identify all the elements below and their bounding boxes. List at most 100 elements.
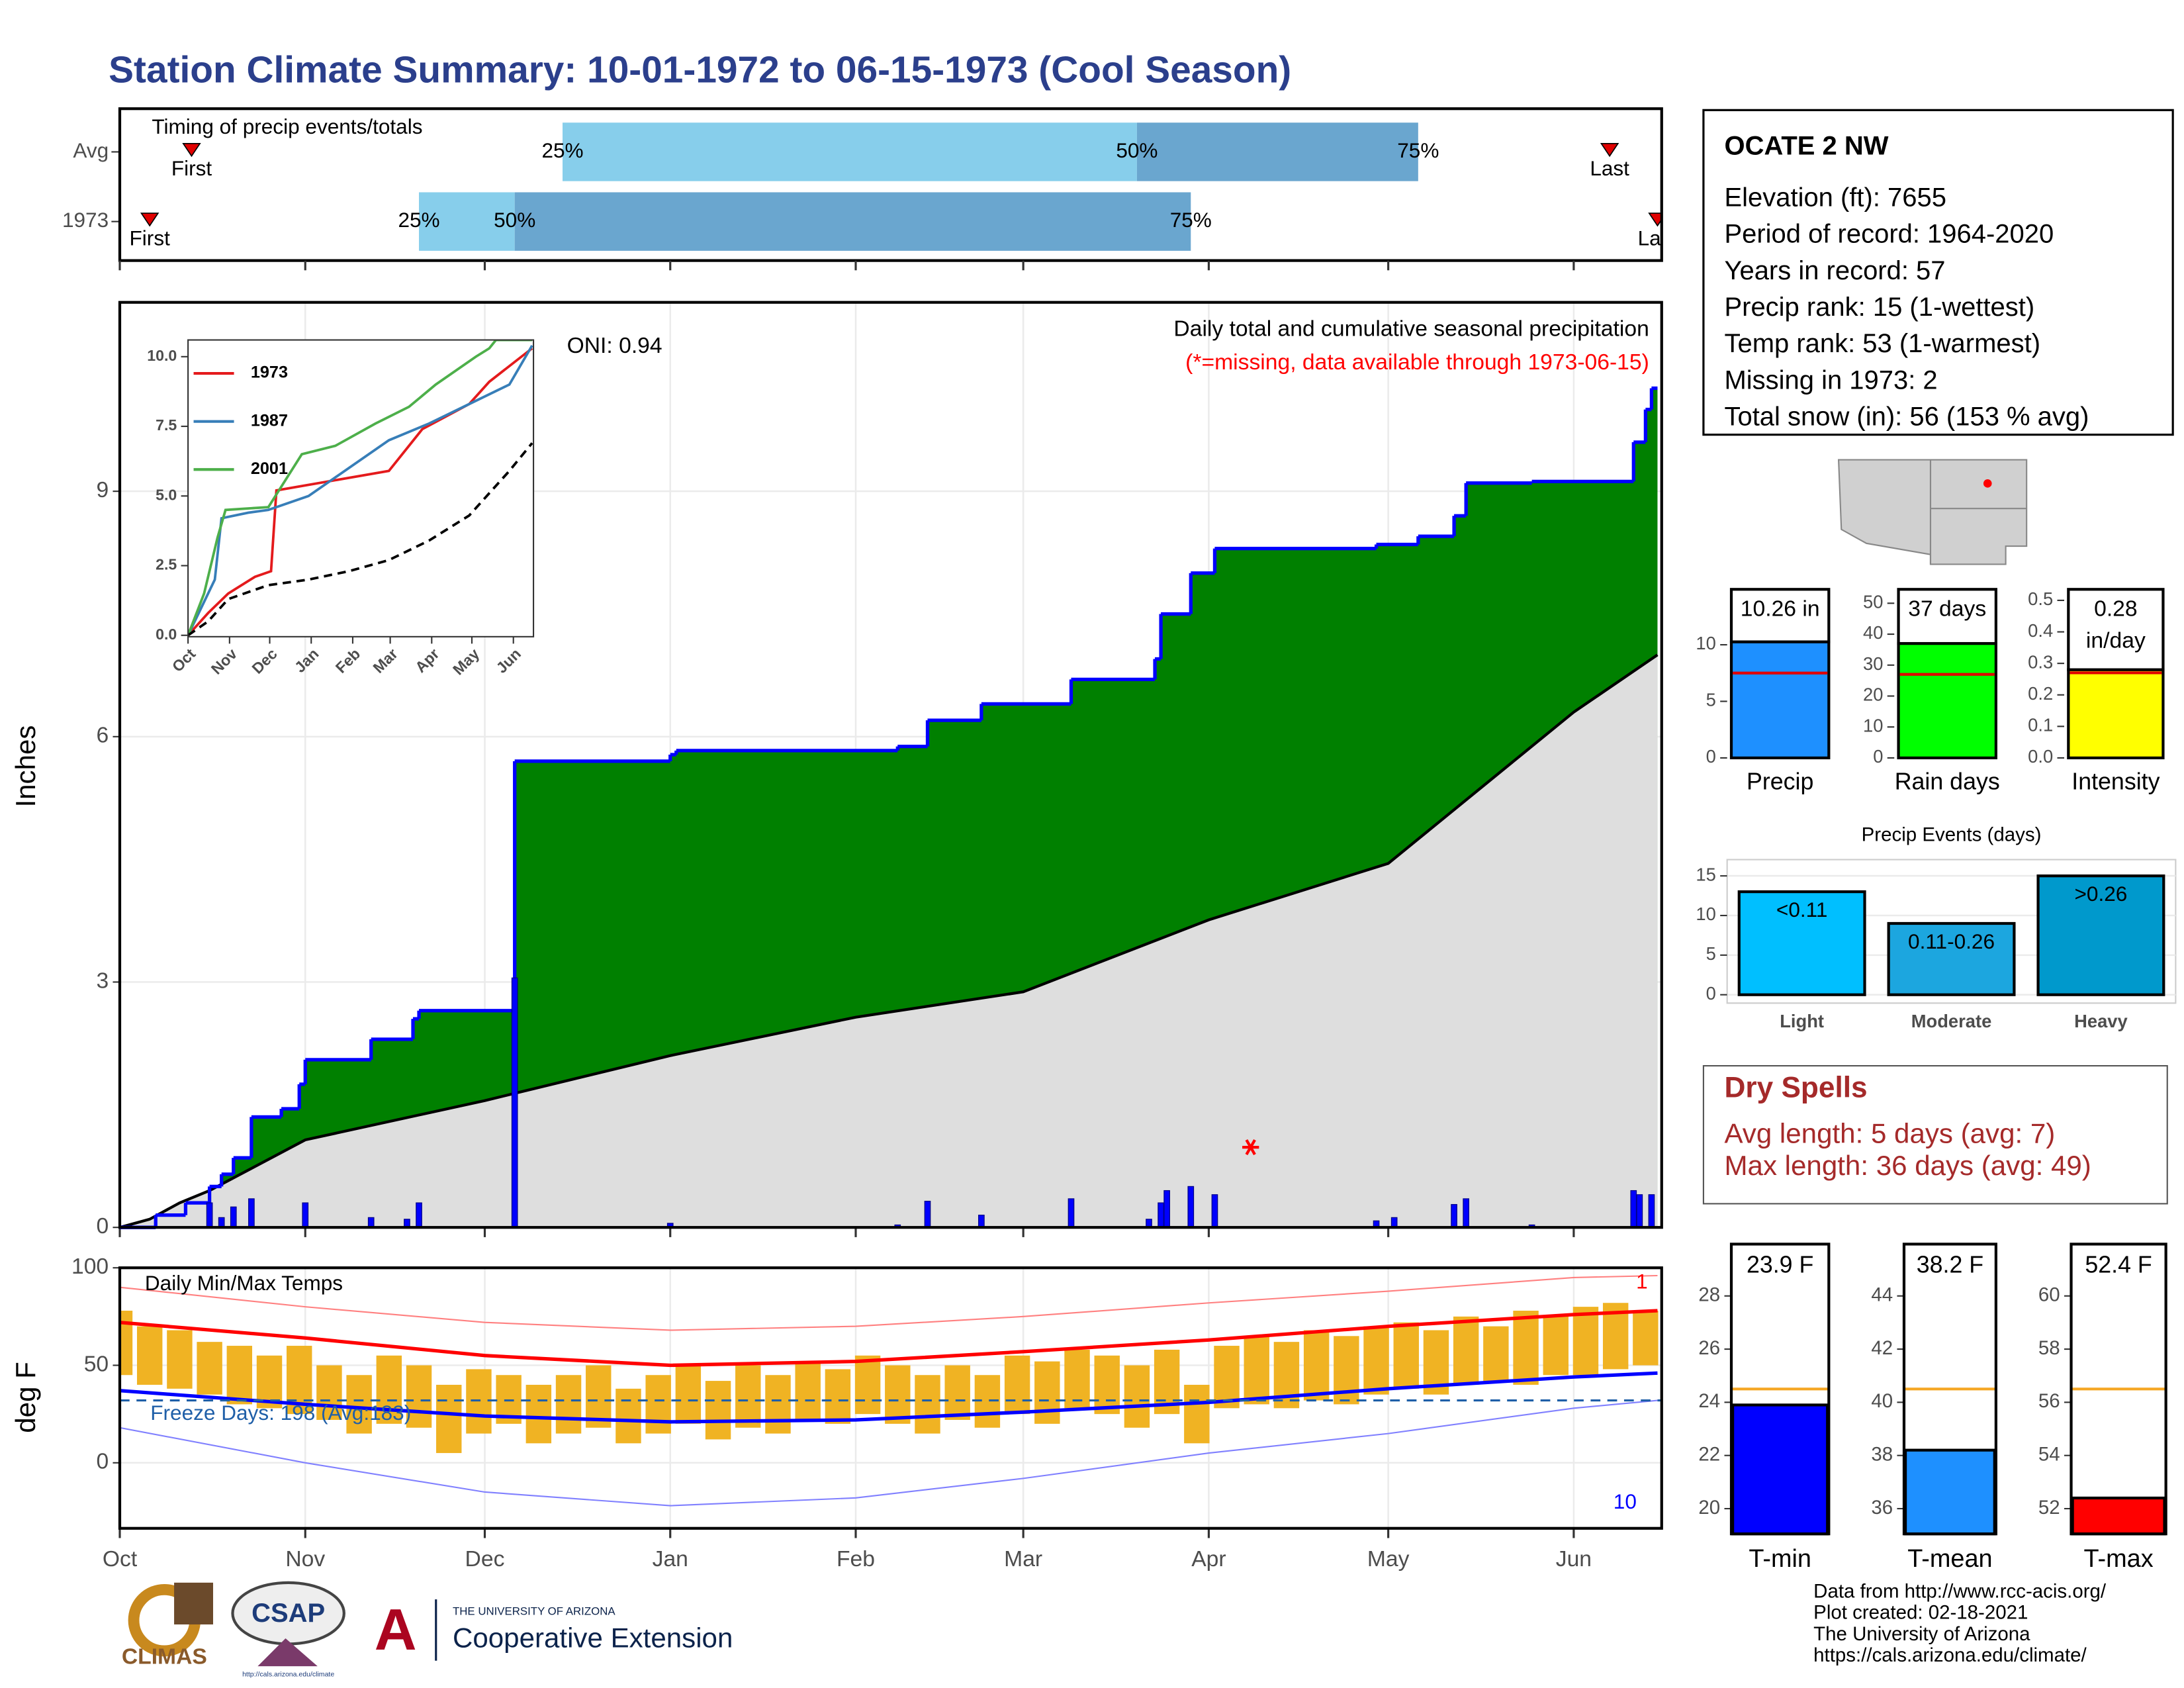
label-box	[2067, 588, 2165, 671]
range-bar	[514, 192, 1191, 251]
x-tick-label: Light	[1780, 1011, 1824, 1031]
temp-bar	[1543, 1316, 1569, 1376]
daily-bar	[302, 1202, 309, 1228]
chart-title: Precip Events (days)	[1862, 824, 2042, 846]
x-tick-label: Heavy	[2074, 1011, 2128, 1031]
footer-line: https://cals.arizona.edu/climate/	[1813, 1644, 2087, 1666]
station-info: Total snow (in): 56 (153 % avg)	[1724, 402, 2089, 431]
y-tick-label: 42	[1871, 1337, 1893, 1359]
x-tick-label: Apr	[1191, 1547, 1226, 1571]
y-tick-label: 20	[1863, 684, 1883, 705]
y-tick-label: 5	[1706, 690, 1716, 710]
temp-marks	[119, 1274, 1659, 1507]
legend-label: 1973	[251, 363, 288, 382]
temp-bar	[765, 1375, 791, 1434]
y-tick-label: 10	[1696, 633, 1715, 653]
temp-bar	[944, 1365, 970, 1420]
daily-bar	[218, 1217, 225, 1228]
y-tick-label: 6	[96, 724, 109, 748]
value-label: 52.4 F	[2085, 1252, 2152, 1278]
y-tick-label: 58	[2038, 1337, 2060, 1359]
y-tick-label: 30	[1863, 653, 1883, 674]
bar-value-label: 0.11-0.26	[1908, 929, 1995, 953]
station-info: Precip rank: 15 (1-wettest)	[1724, 293, 2034, 322]
daily-bar	[1187, 1186, 1195, 1228]
dry-spells-title: Dry Spells	[1724, 1072, 1867, 1104]
y-tick-label: 28	[1698, 1284, 1720, 1306]
normal-high-line	[119, 1309, 1658, 1368]
y-tick-label: 100	[71, 1254, 109, 1279]
climas-logo: CLIMAS	[122, 1644, 207, 1669]
daily-bar	[248, 1198, 255, 1228]
y-tick-label: 5.0	[156, 486, 177, 503]
daily-bar	[1390, 1217, 1398, 1228]
record-low-count: 10	[1614, 1489, 1637, 1513]
temp-bar	[1184, 1384, 1210, 1444]
value-label: 23.9 F	[1747, 1252, 1813, 1278]
daily-bar	[978, 1215, 985, 1228]
y-tick-label: 24	[1698, 1390, 1720, 1412]
temp-bar	[1453, 1316, 1479, 1385]
y-tick-label: 54	[2038, 1444, 2060, 1466]
y-tick-label: 10	[1863, 715, 1883, 735]
temp-bar	[1064, 1349, 1090, 1409]
y-tick-label: 0	[1706, 746, 1716, 767]
record-low-line	[119, 1399, 1658, 1507]
bar	[1887, 921, 2016, 996]
bar	[1731, 1403, 1829, 1536]
value-label: 38.2 F	[1917, 1252, 1983, 1278]
event-marker	[182, 142, 201, 158]
y-tick-label: 0.5	[2028, 588, 2053, 609]
daily-bar	[924, 1201, 931, 1228]
y-tick-label: 52	[2038, 1497, 2060, 1519]
y-tick-label: 40	[1863, 622, 1883, 643]
bar	[2067, 668, 2165, 760]
y-axis-title: Inches	[10, 726, 41, 808]
value-label: 0.28 in/day	[2085, 597, 2146, 654]
row-label: 1973	[62, 208, 109, 232]
daily-bar	[1451, 1203, 1457, 1228]
inset-lines	[188, 340, 533, 637]
daily-bar	[230, 1206, 237, 1228]
temp-bar	[915, 1375, 940, 1434]
temp-bar	[316, 1365, 342, 1420]
daily-bar	[1636, 1194, 1643, 1228]
daily-bar	[1463, 1198, 1470, 1228]
temp-bar	[825, 1369, 851, 1424]
timing-rows: 25% 50% 75% First Last 25% 50% 75% First Last	[130, 122, 1678, 251]
daily-bar	[1630, 1190, 1637, 1228]
category-label: T-max	[2083, 1545, 2153, 1573]
y-tick-label: 0.3	[2028, 651, 2053, 672]
plot-border	[2070, 1243, 2167, 1536]
temp-bar	[735, 1365, 761, 1428]
row-label: Avg	[73, 138, 109, 162]
y-tick-label: 36	[1871, 1497, 1893, 1519]
x-tick-label: Mar	[1004, 1547, 1042, 1571]
record-high-count: 1	[1636, 1270, 1648, 1293]
dry-spell-info: Max length: 36 days (avg: 49)	[1724, 1150, 2091, 1181]
daily-bar	[1163, 1190, 1170, 1228]
inset-background	[188, 340, 534, 637]
temp-bar	[615, 1388, 641, 1444]
temp-bar	[1094, 1355, 1120, 1415]
event-label: First	[171, 156, 212, 180]
station-info: Period of record: 1964-2020	[1724, 220, 2054, 249]
legend-label: 1987	[251, 411, 288, 430]
event-label: Last	[1638, 226, 1678, 250]
temp-bar	[1633, 1311, 1659, 1366]
y-tick-label: 22	[1698, 1444, 1720, 1466]
daily-bar	[1068, 1198, 1075, 1228]
event-marker	[1648, 212, 1662, 227]
daily-bar	[1158, 1202, 1164, 1228]
y-tick-label: 10.0	[147, 347, 177, 364]
percentile-label: 75%	[1170, 208, 1212, 232]
ua-name: THE UNIVERSITY OF ARIZONA	[453, 1605, 615, 1618]
plot-border	[118, 1266, 1663, 1530]
daily-bar	[511, 977, 518, 1228]
dry-spell-info: Avg length: 5 days (avg: 7)	[1724, 1117, 2055, 1149]
temp-bar	[346, 1375, 372, 1434]
percentile-label: 50%	[1116, 138, 1158, 162]
daily-bar	[206, 1202, 213, 1228]
logos: CLIMAS CSAP http://cals.arizona.edu/clim…	[122, 1581, 733, 1679]
series-line	[188, 347, 533, 637]
